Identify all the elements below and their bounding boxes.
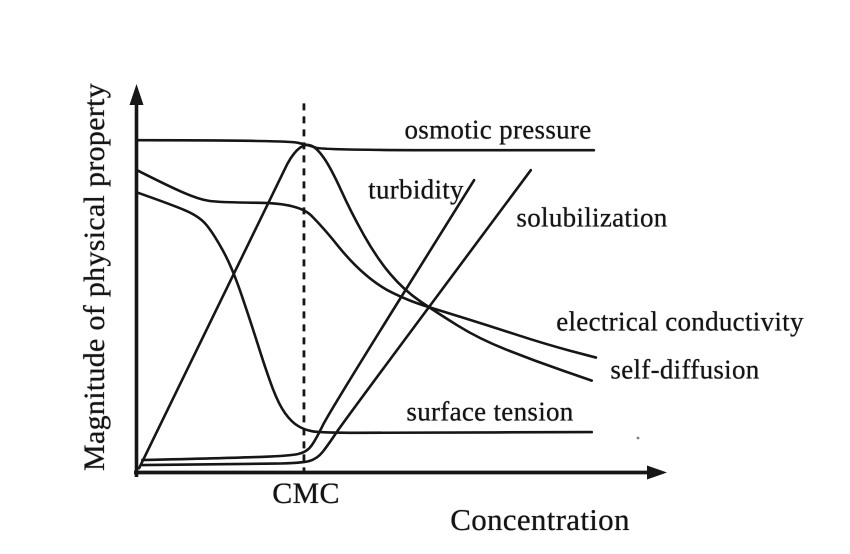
y-axis-arrowhead-icon [129,84,144,105]
x-axis-label: Concentration [450,502,630,537]
label-surface-tension: surface tension [406,396,574,427]
label-self-diffusion: self-diffusion [610,354,760,385]
curve-turbidity [141,178,476,462]
label-electrical-conductivity: electrical conductivity [556,306,804,337]
x-axis-arrowhead-icon [647,465,667,480]
curve-solubilization [141,168,533,467]
scan-speckle-dot [636,436,640,440]
y-axis-label: Magnitude of physical property [78,82,111,472]
label-turbidity: turbidity [368,174,464,205]
curve-electrical-conductivity [135,168,598,359]
x-tick-label-cmc: CMC [272,477,340,510]
curve-surface-tension [135,191,594,435]
label-solubilization: solubilization [516,202,668,233]
curve-self-diffusion [137,143,594,470]
label-osmotic-pressure: osmotic pressure [404,114,592,145]
